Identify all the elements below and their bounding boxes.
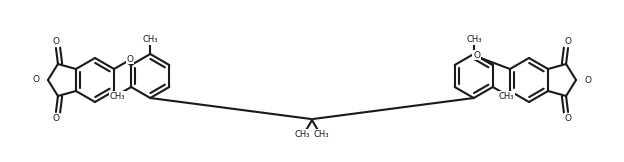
Text: CH₃: CH₃ — [314, 130, 329, 139]
Text: CH₃: CH₃ — [110, 92, 125, 100]
Text: O: O — [33, 75, 40, 85]
Text: CH₃: CH₃ — [295, 130, 310, 139]
Text: CH₃: CH₃ — [466, 35, 482, 45]
Text: O: O — [565, 37, 572, 46]
Text: O: O — [127, 54, 134, 64]
Text: O: O — [584, 75, 591, 85]
Text: CH₃: CH₃ — [142, 35, 158, 45]
Text: CH₃: CH₃ — [499, 92, 514, 100]
Text: O: O — [52, 114, 59, 122]
Text: O: O — [565, 114, 572, 122]
Text: O: O — [473, 51, 480, 59]
Text: O: O — [52, 37, 59, 46]
